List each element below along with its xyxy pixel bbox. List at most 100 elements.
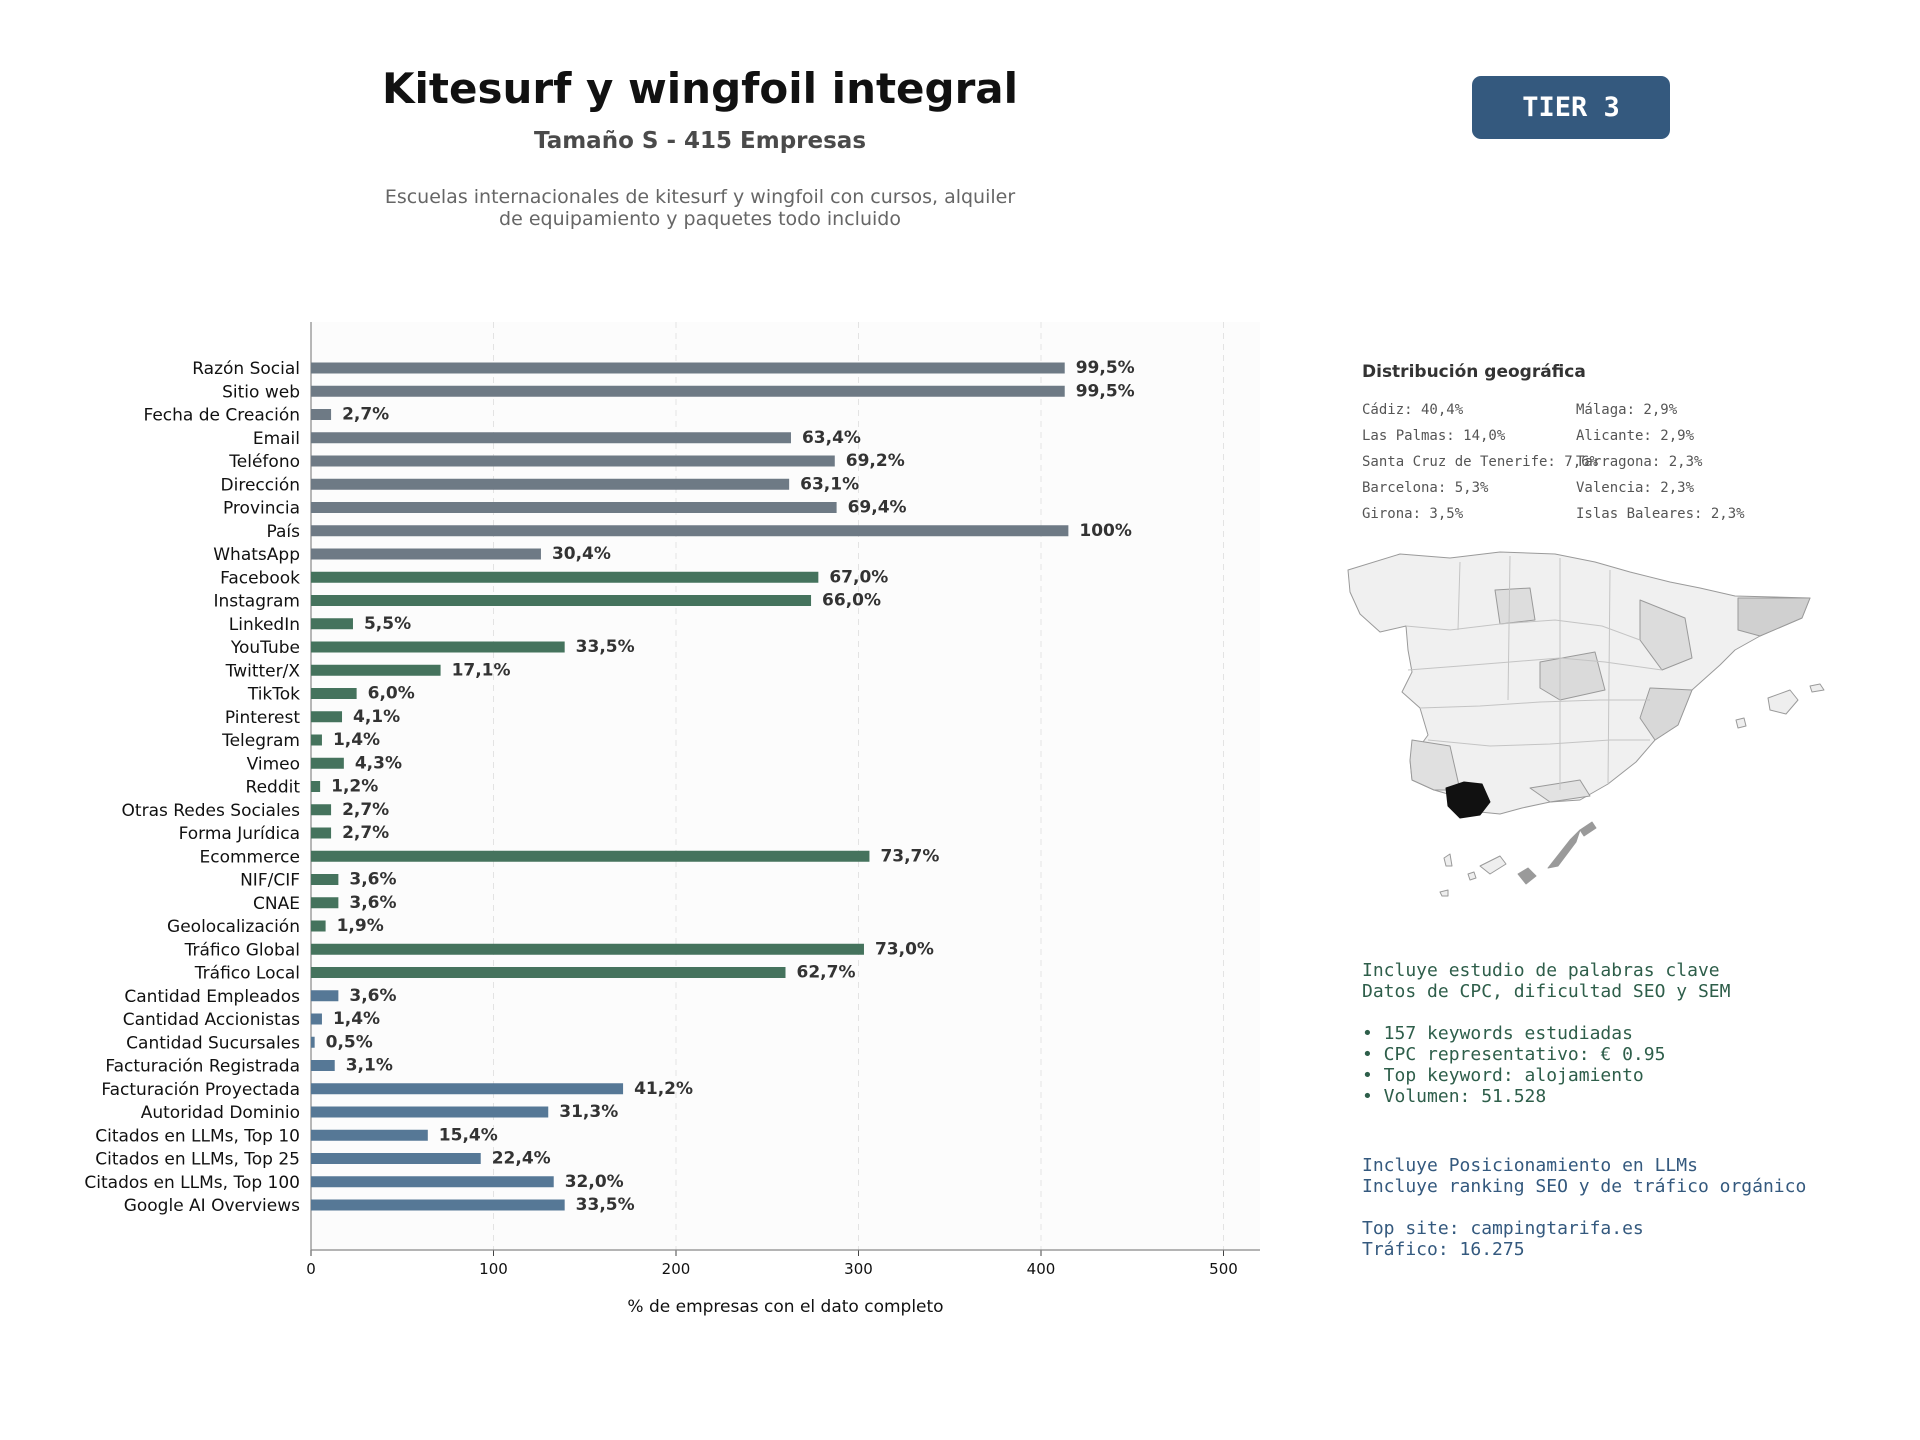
category-label: CNAE xyxy=(253,894,300,914)
data-label: 1,2% xyxy=(331,777,378,797)
bar xyxy=(311,920,326,932)
map-region-shade-3 xyxy=(1539,651,1606,701)
category-label: País xyxy=(267,522,301,542)
data-label: 4,3% xyxy=(355,753,402,773)
data-label: 32,0% xyxy=(565,1172,624,1192)
bar xyxy=(311,385,1065,397)
bar xyxy=(311,571,819,583)
geo-item-left-4: Barcelona: 5,3% xyxy=(1362,480,1489,496)
geo-item-right-2: Alicante: 2,9% xyxy=(1576,428,1695,444)
map-region-shade-7 xyxy=(1494,587,1536,625)
category-label: Ecommerce xyxy=(200,847,301,867)
llm-line-2: Incluye ranking SEO y de tráfico orgánic… xyxy=(1362,1176,1807,1197)
bar xyxy=(311,409,332,420)
data-label: 1,4% xyxy=(333,1009,380,1029)
category-label: NIF/CIF xyxy=(240,871,300,891)
data-label: 17,1% xyxy=(452,660,511,680)
bar xyxy=(311,595,812,606)
geo-item-left-1: Cádiz: 40,4% xyxy=(1362,402,1464,418)
bar xyxy=(311,548,541,560)
bar xyxy=(311,455,835,467)
bar xyxy=(311,478,790,490)
category-label: Twitter/X xyxy=(225,661,301,681)
keywords-line-2: Datos de CPC, dificultad SEO y SEM xyxy=(1362,981,1731,1002)
data-label: 69,4% xyxy=(848,498,907,518)
map-region-shade-6 xyxy=(1529,779,1591,803)
geo-item-right-5: Islas Baleares: 2,3% xyxy=(1576,506,1745,522)
x-tick-label: 400 xyxy=(1027,1260,1056,1278)
category-label: Razón Social xyxy=(192,359,300,379)
llm-traffic: Tráfico: 16.275 xyxy=(1362,1239,1525,1260)
x-tick-label: 300 xyxy=(844,1260,873,1278)
data-label: 99,5% xyxy=(1076,381,1135,401)
map-region-shade-2 xyxy=(1737,597,1811,637)
bar xyxy=(311,1176,554,1188)
bar xyxy=(311,432,791,444)
category-label: Facturación Proyectada xyxy=(101,1080,300,1100)
bar xyxy=(311,641,565,653)
data-label: 4,1% xyxy=(353,707,400,727)
data-label: 67,0% xyxy=(829,567,888,587)
bar xyxy=(311,618,353,630)
bar xyxy=(311,664,441,676)
category-label: Geolocalización xyxy=(167,917,300,937)
keywords-bullet-4: • Volumen: 51.528 xyxy=(1362,1086,1547,1107)
bar xyxy=(311,1083,624,1095)
data-label: 73,7% xyxy=(880,846,939,866)
x-tick-label: 0 xyxy=(306,1260,316,1278)
map-inner-border-2 xyxy=(1407,657,1663,671)
bar xyxy=(311,897,339,909)
category-label: Provincia xyxy=(223,499,300,519)
data-label: 0,5% xyxy=(326,1032,373,1052)
data-label: 99,5% xyxy=(1076,358,1135,378)
data-label: 69,2% xyxy=(846,451,905,471)
data-label: 2,7% xyxy=(342,405,389,425)
x-tick-label: 200 xyxy=(662,1260,691,1278)
category-label: Reddit xyxy=(246,778,301,798)
category-label: Sitio web xyxy=(222,382,300,402)
category-label: Vimeo xyxy=(247,754,300,774)
data-label: 3,6% xyxy=(349,986,396,1006)
description-line-2: de equipamiento y paquetes todo incluido xyxy=(499,208,901,230)
data-label: 41,2% xyxy=(634,1079,693,1099)
category-label: Autoridad Dominio xyxy=(141,1103,300,1123)
category-label: Google AI Overviews xyxy=(124,1196,300,1216)
bar xyxy=(311,502,837,513)
map-region-cadiz xyxy=(1445,781,1491,819)
category-label: TikTok xyxy=(247,685,300,705)
category-label: Facturación Registrada xyxy=(105,1057,300,1077)
data-label: 100% xyxy=(1079,521,1132,541)
category-label: Cantidad Sucursales xyxy=(126,1033,300,1053)
bar xyxy=(311,850,870,862)
bar xyxy=(311,1036,315,1048)
geo-item-right-1: Málaga: 2,9% xyxy=(1576,402,1678,418)
bar xyxy=(311,874,339,885)
category-label: Teléfono xyxy=(228,452,300,472)
tier-badge: TIER 3 xyxy=(1472,76,1670,139)
geo-item-left-3: Santa Cruz de Tenerife: 7,6% xyxy=(1362,454,1599,470)
llm-top-site: Top site: campingtarifa.es xyxy=(1362,1218,1644,1239)
category-label: Citados en LLMs, Top 25 xyxy=(95,1150,300,1170)
bar xyxy=(311,711,343,723)
data-label: 62,7% xyxy=(797,963,856,983)
geo-item-right-4: Valencia: 2,3% xyxy=(1576,480,1695,496)
category-label: Fecha de Creación xyxy=(143,406,300,426)
page-subtitle: Tamaño S - 415 Empresas xyxy=(533,128,867,154)
category-label: Tráfico Local xyxy=(194,964,300,984)
spain-map xyxy=(1347,551,1825,897)
data-label: 22,4% xyxy=(492,1149,551,1169)
category-label: Instagram xyxy=(214,592,301,612)
page-title: Kitesurf y wingfoil integral xyxy=(381,64,1019,113)
data-label: 6,0% xyxy=(368,684,415,704)
map-region-shade-4 xyxy=(1639,687,1693,741)
map-island-la-palma xyxy=(1443,853,1453,867)
map-inner-border-4 xyxy=(1427,739,1650,747)
bar xyxy=(311,1153,481,1164)
data-label: 3,6% xyxy=(349,893,396,913)
category-label: Citados en LLMs, Top 10 xyxy=(95,1126,300,1146)
data-label: 30,4% xyxy=(552,544,611,564)
geo-item-right-3: Tarragona: 2,3% xyxy=(1576,454,1703,470)
bar xyxy=(311,1129,428,1141)
bar xyxy=(311,1199,565,1211)
llm-line-1: Incluye Posicionamiento en LLMs xyxy=(1362,1155,1698,1176)
